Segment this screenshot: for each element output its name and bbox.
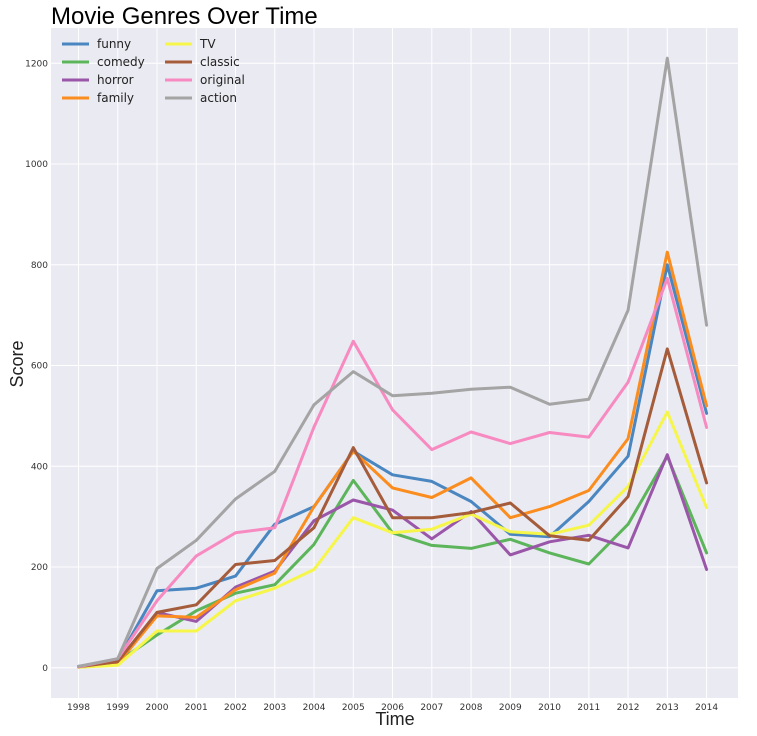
legend-label-action: action bbox=[200, 91, 237, 105]
series-line-action bbox=[77, 56, 709, 668]
series-line-tv bbox=[77, 410, 709, 669]
y-tick-label: 0 bbox=[42, 664, 48, 674]
legend-label-original: original bbox=[200, 73, 245, 87]
x-tick-labels: 1998 1999 2000 2001 2002 2003 2004 2005 2006 2007… bbox=[67, 703, 718, 713]
x-tick-label: 2008 bbox=[460, 703, 483, 713]
y-tick-label: 1000 bbox=[25, 160, 48, 170]
series-line-funny bbox=[77, 263, 709, 668]
x-axis-label: Time bbox=[375, 709, 414, 729]
y-tick-label: 400 bbox=[31, 462, 48, 472]
x-tick-label: 2004 bbox=[303, 703, 326, 713]
legend-label-comedy: comedy bbox=[97, 55, 145, 69]
plot-background bbox=[51, 28, 738, 698]
legend-label-tv: TV bbox=[199, 37, 216, 51]
x-tick-label: 2005 bbox=[342, 703, 365, 713]
x-tick-label: 2010 bbox=[538, 703, 561, 713]
legend: funny comedy horror family TV classic original… bbox=[62, 37, 245, 105]
x-tick-label: 2007 bbox=[420, 703, 443, 713]
y-tick-label: 1200 bbox=[25, 59, 48, 69]
x-tick-label: 2011 bbox=[577, 703, 600, 713]
x-tick-label: 2002 bbox=[224, 703, 247, 713]
legend-label-horror: horror bbox=[97, 73, 134, 87]
x-tick-label: 2009 bbox=[499, 703, 522, 713]
grid bbox=[51, 28, 738, 698]
x-tick-label: 2013 bbox=[656, 703, 679, 713]
x-tick-label: 2006 bbox=[381, 703, 404, 713]
series-line-original bbox=[77, 276, 709, 669]
series-line-classic bbox=[77, 347, 709, 669]
legend-label-classic: classic bbox=[200, 55, 240, 69]
legend-label-family: family bbox=[97, 91, 134, 105]
y-axis-label: Score bbox=[7, 340, 27, 387]
y-tick-labels: 0 200 400 600 800 1000 1200 bbox=[25, 59, 48, 674]
chart-title: Movie Genres Over Time bbox=[51, 3, 318, 30]
x-tick-label: 2003 bbox=[263, 703, 286, 713]
legend-label-funny: funny bbox=[97, 37, 131, 51]
series-line-family bbox=[77, 250, 709, 669]
y-tick-label: 600 bbox=[31, 362, 48, 372]
x-tick-label: 2001 bbox=[185, 703, 208, 713]
y-tick-label: 200 bbox=[31, 563, 48, 573]
x-tick-label: 2012 bbox=[617, 703, 640, 713]
x-tick-label: 2014 bbox=[695, 703, 718, 713]
x-tick-label: 2000 bbox=[146, 703, 169, 713]
series-lines bbox=[77, 56, 709, 669]
y-tick-label: 800 bbox=[31, 261, 48, 271]
x-tick-label: 1998 bbox=[67, 703, 90, 713]
x-tick-label: 1999 bbox=[106, 703, 129, 713]
